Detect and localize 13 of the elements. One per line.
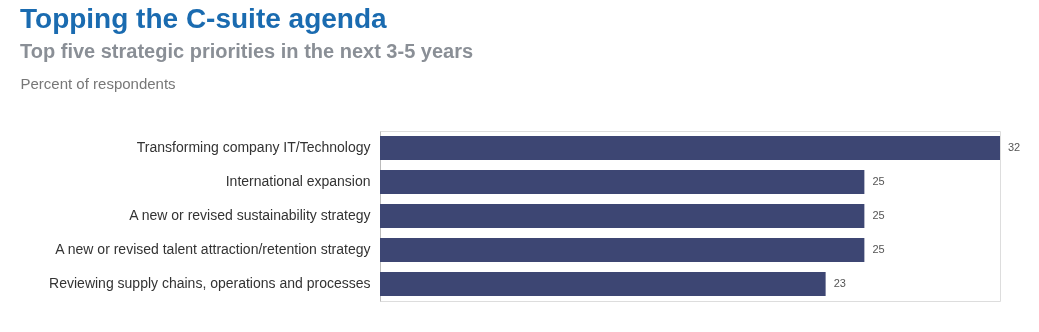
y-tick-label: Reviewing supply chains, operations and processes <box>49 275 371 291</box>
data-label: 25 <box>872 243 885 255</box>
y-tick-label: International expansion <box>225 173 371 189</box>
data-label: 32 <box>1008 141 1021 153</box>
data-label: 25 <box>872 175 885 187</box>
y-tick-label: A new or revised talent attraction/retention strategy <box>55 241 371 257</box>
x-axis-title: Percent of respondents <box>20 74 176 92</box>
chart-subtitle: Top five strategic priorities in the next 3-5 years <box>20 40 474 62</box>
y-tick-label: Transforming company IT/Technology <box>136 139 371 155</box>
data-label: 25 <box>872 209 885 221</box>
chart-title: Topping the C-suite agenda <box>20 3 388 34</box>
data-label: 23 <box>833 277 846 289</box>
y-tick-label: A new or revised sustainability strategy <box>129 207 371 223</box>
